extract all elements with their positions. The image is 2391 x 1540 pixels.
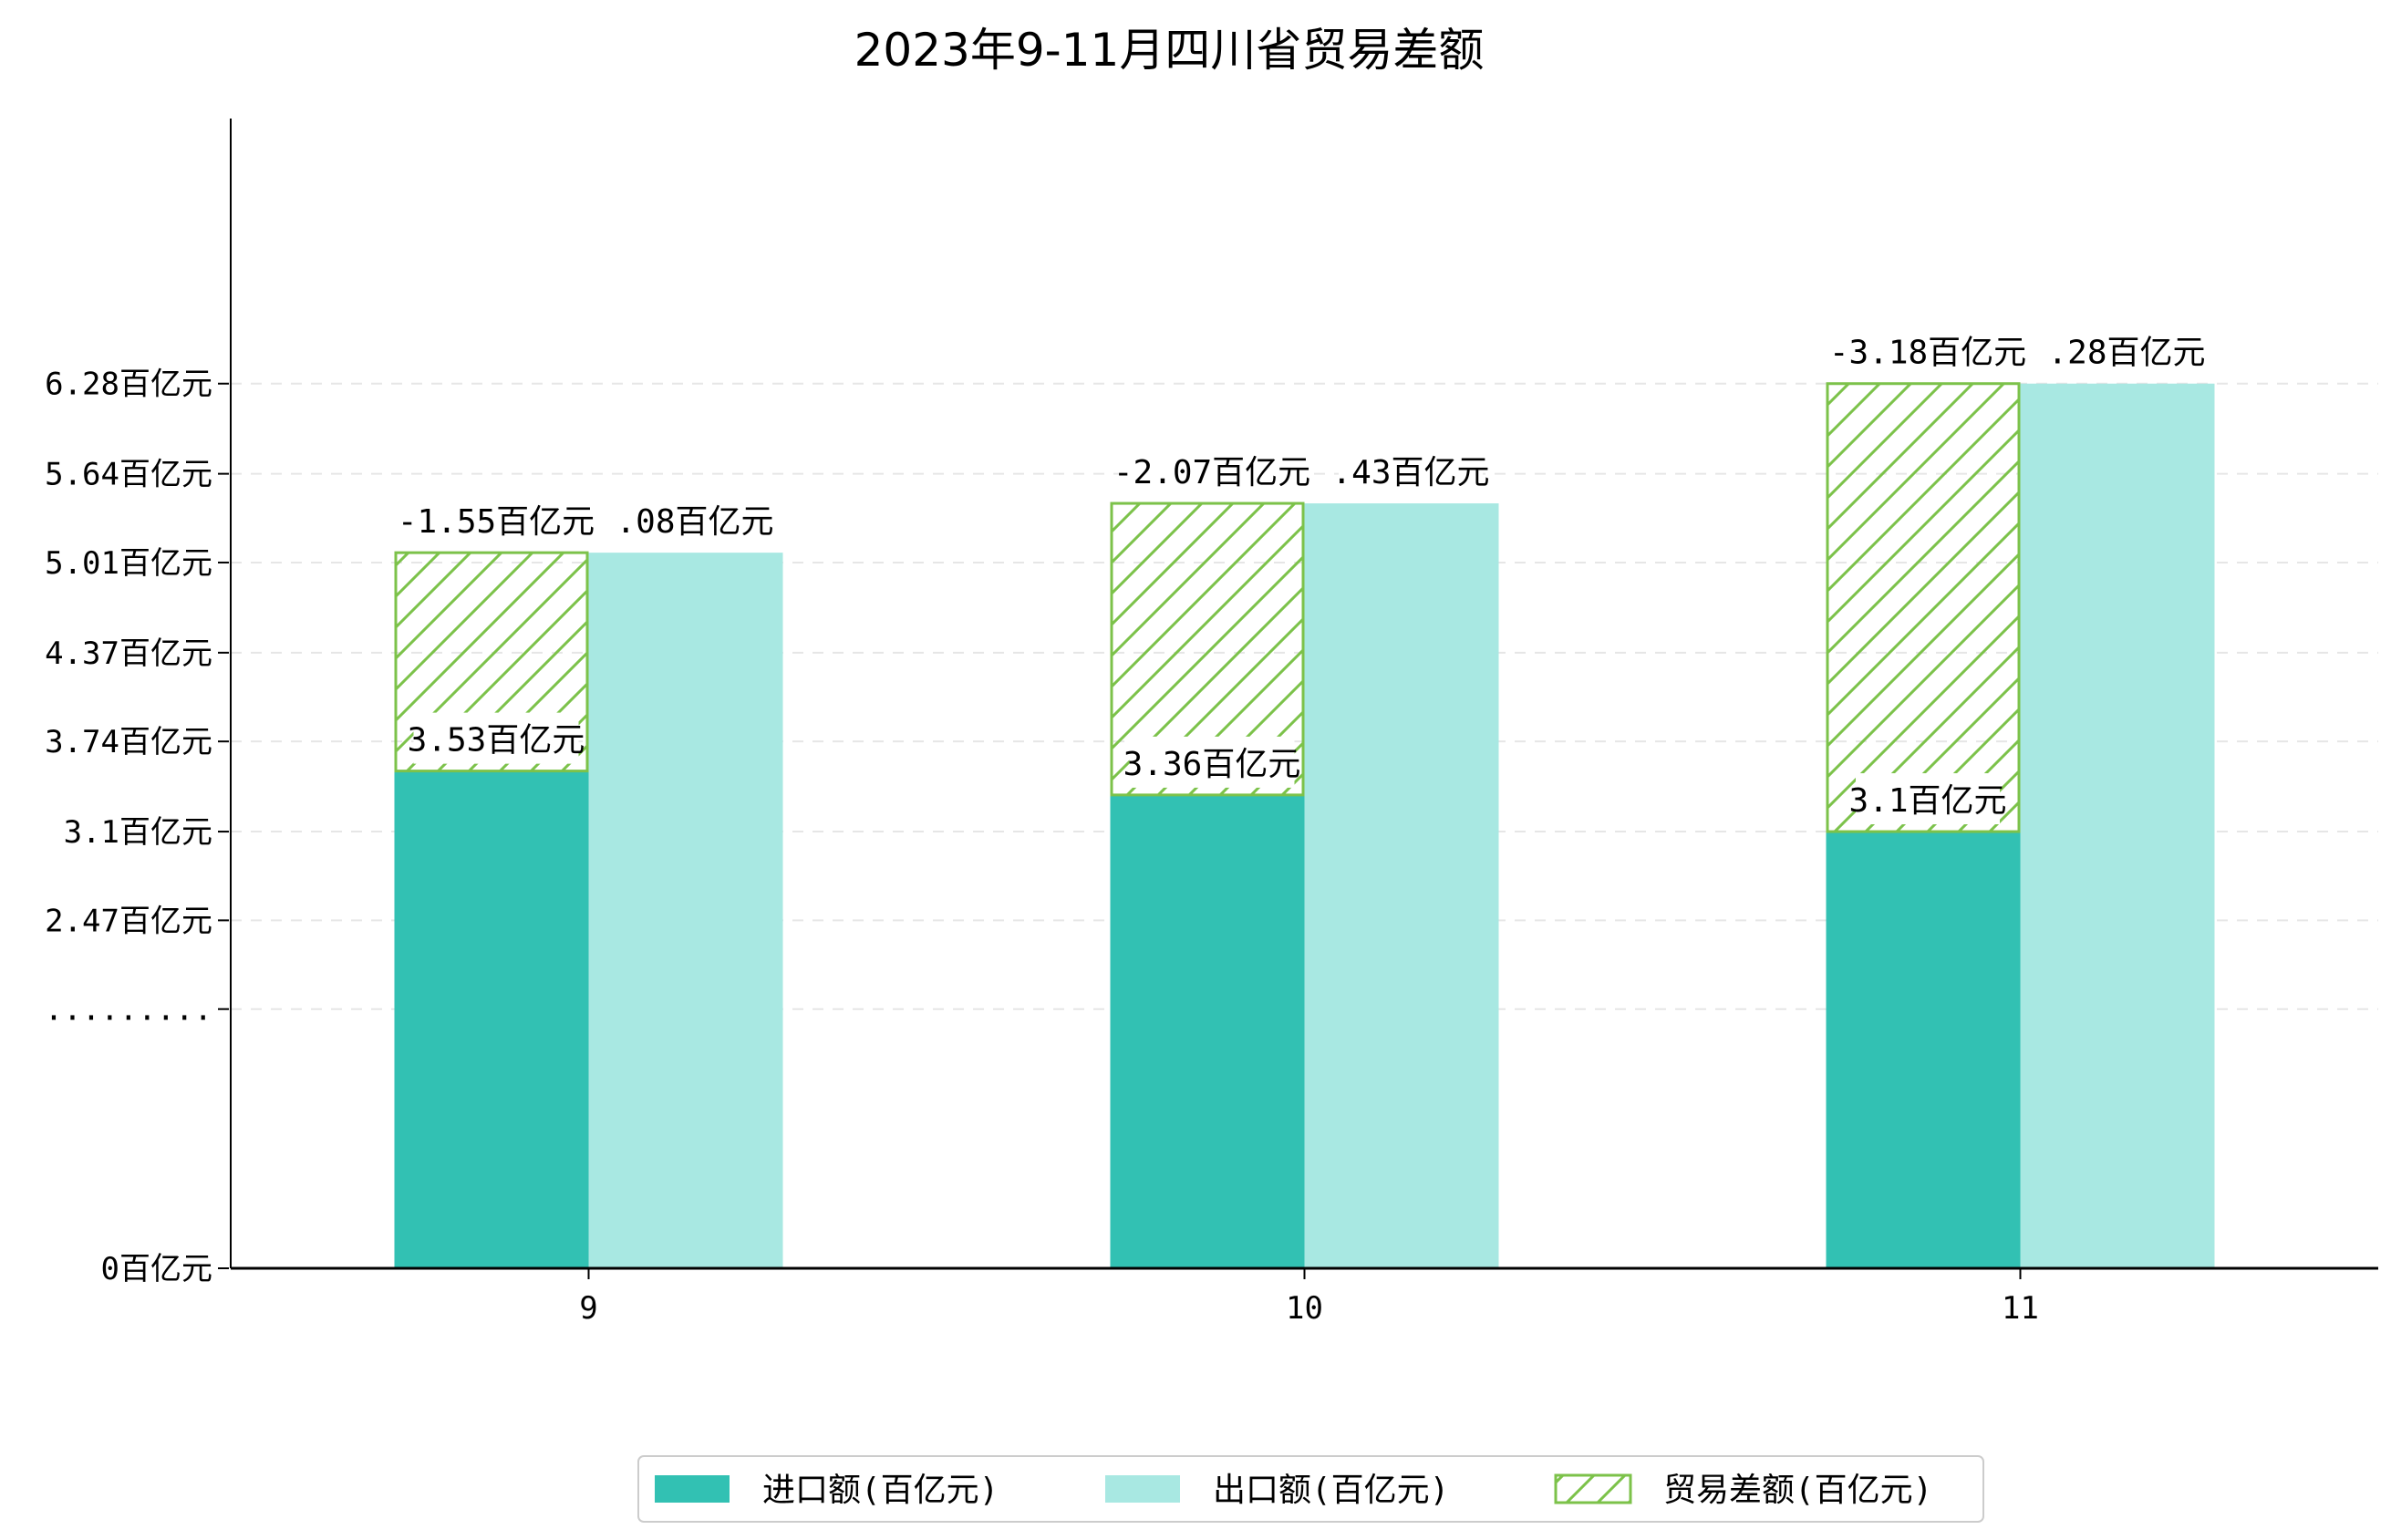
y-tick-label: 3.74百亿元	[45, 724, 212, 760]
bar-export	[588, 553, 783, 1268]
bar-export	[2020, 383, 2215, 1268]
legend-label: 贸易差额(百亿元)	[1663, 1472, 1932, 1509]
bar-label: .08百亿元	[616, 494, 774, 546]
y-tick-label: 3.1百亿元	[64, 814, 212, 851]
bar-label: 3.53百亿元	[408, 712, 585, 764]
legend-label: 出口额(百亿元)	[1213, 1472, 1449, 1509]
bar-label-text: 3.1百亿元	[1848, 782, 2006, 820]
bar-import	[1110, 794, 1305, 1268]
bar-label-text: .43百亿元	[1331, 454, 1489, 491]
bar-label-background	[1835, 325, 2021, 377]
bar-label: -1.55百亿元	[398, 494, 595, 546]
bar-label-background	[413, 712, 579, 764]
bar-label-background	[2055, 325, 2199, 377]
bar-label: .28百亿元	[2047, 325, 2206, 377]
bar-label-text: -1.55百亿元	[398, 503, 595, 541]
bar-label: -2.07百亿元	[1113, 445, 1310, 497]
chart-title: 2023年9-11月四川省贸易差额	[854, 24, 1485, 77]
x-tick-label: 10	[1286, 1290, 1323, 1327]
bar-label-background	[403, 494, 589, 546]
legend-swatch	[1554, 1473, 1632, 1504]
bar-label: .43百亿元	[1331, 445, 1490, 497]
bar-label-text: -2.07百亿元	[1113, 454, 1310, 491]
y-tick-label: 2.47百亿元	[45, 903, 212, 939]
y-axis: 0百亿元......... 2.47百亿元 3.1百亿元 3.74百亿元 4.37百亿元…	[45, 119, 232, 1287]
legend-item: 出口额(百亿元)	[1105, 1472, 1449, 1509]
bar-export	[1304, 503, 1499, 1268]
legend-item: 进口额(百亿元)	[655, 1472, 999, 1509]
legend-frame	[637, 1455, 1984, 1523]
bar-label-text: .28百亿元	[2047, 335, 2205, 372]
bar-label-text: -3.18百亿元	[1829, 335, 2026, 372]
bar-labels: .08百亿元 -1.55百亿元 3.53百亿元 .43百亿元 -2.07百亿元 3.36百…	[398, 325, 2206, 825]
legend-label: 进口额(百亿元)	[762, 1472, 999, 1509]
x-axis: 9 10 11	[231, 1266, 2378, 1327]
bar-label-background	[1119, 445, 1305, 497]
bar-label: 3.1百亿元	[1848, 773, 2007, 825]
legend-swatch	[1105, 1475, 1180, 1503]
y-tick-label: .........	[45, 992, 212, 1028]
legend-swatch	[655, 1475, 730, 1503]
y-tick-label: 5.64百亿元	[45, 457, 212, 493]
bar-balance	[1826, 382, 2021, 833]
bar-label-background	[1129, 736, 1295, 788]
bar-label-background	[623, 494, 767, 546]
bar-import	[1826, 832, 2021, 1268]
x-tick-label: 9	[579, 1290, 597, 1327]
legend-item: 贸易差额(百亿元)	[1554, 1472, 1932, 1509]
y-tick-label: 5.01百亿元	[45, 545, 212, 582]
bar-label: -3.18百亿元	[1829, 325, 2026, 377]
bar-label: 3.36百亿元	[1123, 736, 1301, 788]
y-tick-label: 0百亿元	[101, 1251, 212, 1287]
bar-label-background	[1856, 773, 2000, 825]
y-tick-label: 6.28百亿元	[45, 367, 212, 403]
bar-label-background	[1339, 445, 1483, 497]
bar-label-text: .08百亿元	[616, 503, 773, 541]
legend: 进口额(百亿元) 出口额(百亿元) 贸易差额(百亿元)	[637, 1455, 1984, 1523]
x-tick-label: 11	[2002, 1290, 2039, 1327]
bar-label-text: 3.53百亿元	[408, 722, 585, 760]
y-tick-label: 4.37百亿元	[45, 636, 212, 672]
bar-label-text: 3.36百亿元	[1123, 746, 1301, 783]
bar-import	[394, 770, 589, 1268]
